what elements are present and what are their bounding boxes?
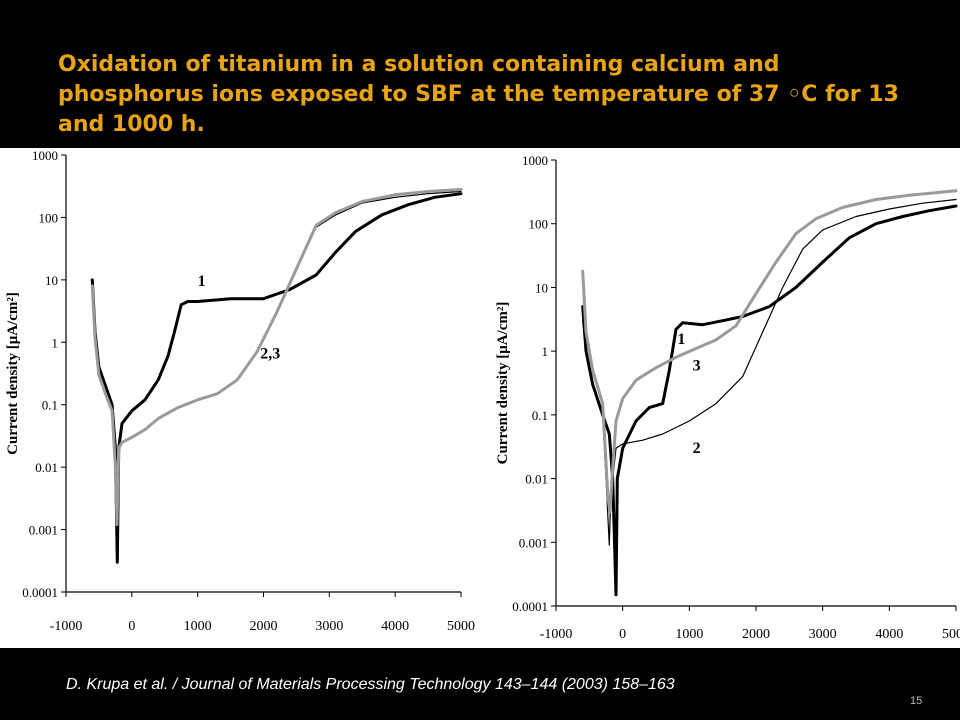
y-tick-label: 0.001	[29, 523, 58, 538]
y-tick-label: 0.1	[42, 398, 58, 413]
x-tick-label: 5000	[942, 627, 960, 642]
x-tick-label: 4000	[875, 627, 903, 642]
series-line-2	[582, 198, 957, 546]
curve-annotation: 2	[693, 440, 701, 457]
curve-annotation: 2,3	[260, 345, 280, 362]
title-band	[0, 0, 960, 148]
y-tick-label: 1000	[32, 148, 58, 163]
x-tick-label: -1000	[50, 619, 83, 634]
slide-title: Oxidation of titanium in a solution cont…	[58, 52, 899, 137]
curve-annotation: 1	[677, 331, 685, 348]
curve-annotation: 3	[693, 357, 701, 374]
y-tick-label: 0.01	[35, 460, 58, 475]
y-tick-label: 1000	[522, 153, 548, 168]
y-tick-label: 0.1	[532, 408, 548, 423]
series-line-1	[90, 192, 463, 564]
y-tick-label: 0.01	[525, 472, 548, 487]
y-tick-label: 1	[542, 344, 549, 359]
y-axis-label: Current density [μA/cm²]	[495, 302, 511, 465]
x-tick-label: 5000	[447, 619, 475, 634]
x-tick-label: 3000	[809, 627, 837, 642]
page-number: 15	[910, 695, 923, 707]
y-tick-label: 0.0001	[22, 585, 58, 600]
x-tick-label: -1000	[540, 627, 573, 642]
x-tick-label: 0	[619, 627, 626, 642]
figure-area: 0.0001 0.001 0.01 0.1 1 10 100 1000 -1000 0 1000 20…	[0, 148, 960, 648]
y-tick-label: 100	[529, 217, 549, 232]
y-tick-label: 10	[535, 280, 548, 295]
y-tick-label: 10	[45, 273, 58, 288]
chart-right: 0.0001 0.001 0.01 0.1 1 10 100 1000 -1000 0 1000 20…	[495, 153, 960, 642]
x-tick-label: 0	[128, 619, 135, 634]
curve-annotation: 1	[198, 273, 206, 290]
y-tick-label: 1	[52, 335, 59, 350]
x-tick-label: 3000	[315, 619, 343, 634]
chart-left: 0.0001 0.001 0.01 0.1 1 10 100 1000 -1000 0 1000 20…	[5, 148, 475, 634]
y-tick-label: 0.0001	[512, 599, 548, 614]
series-line-3	[90, 188, 463, 527]
x-tick-label: 1000	[675, 627, 703, 642]
x-tick-label: 2000	[742, 627, 770, 642]
y-axis-label: Current density [μA/cm²]	[5, 292, 21, 455]
series-line-1	[581, 204, 958, 597]
y-tick-label: 0.001	[519, 535, 548, 550]
x-tick-label: 1000	[184, 619, 212, 634]
citation-caption: D. Krupa et al. / Journal of Materials P…	[66, 676, 675, 693]
series-line-3	[581, 189, 958, 514]
x-tick-label: 2000	[250, 619, 278, 634]
y-tick-label: 100	[39, 210, 59, 225]
x-tick-label: 4000	[381, 619, 409, 634]
